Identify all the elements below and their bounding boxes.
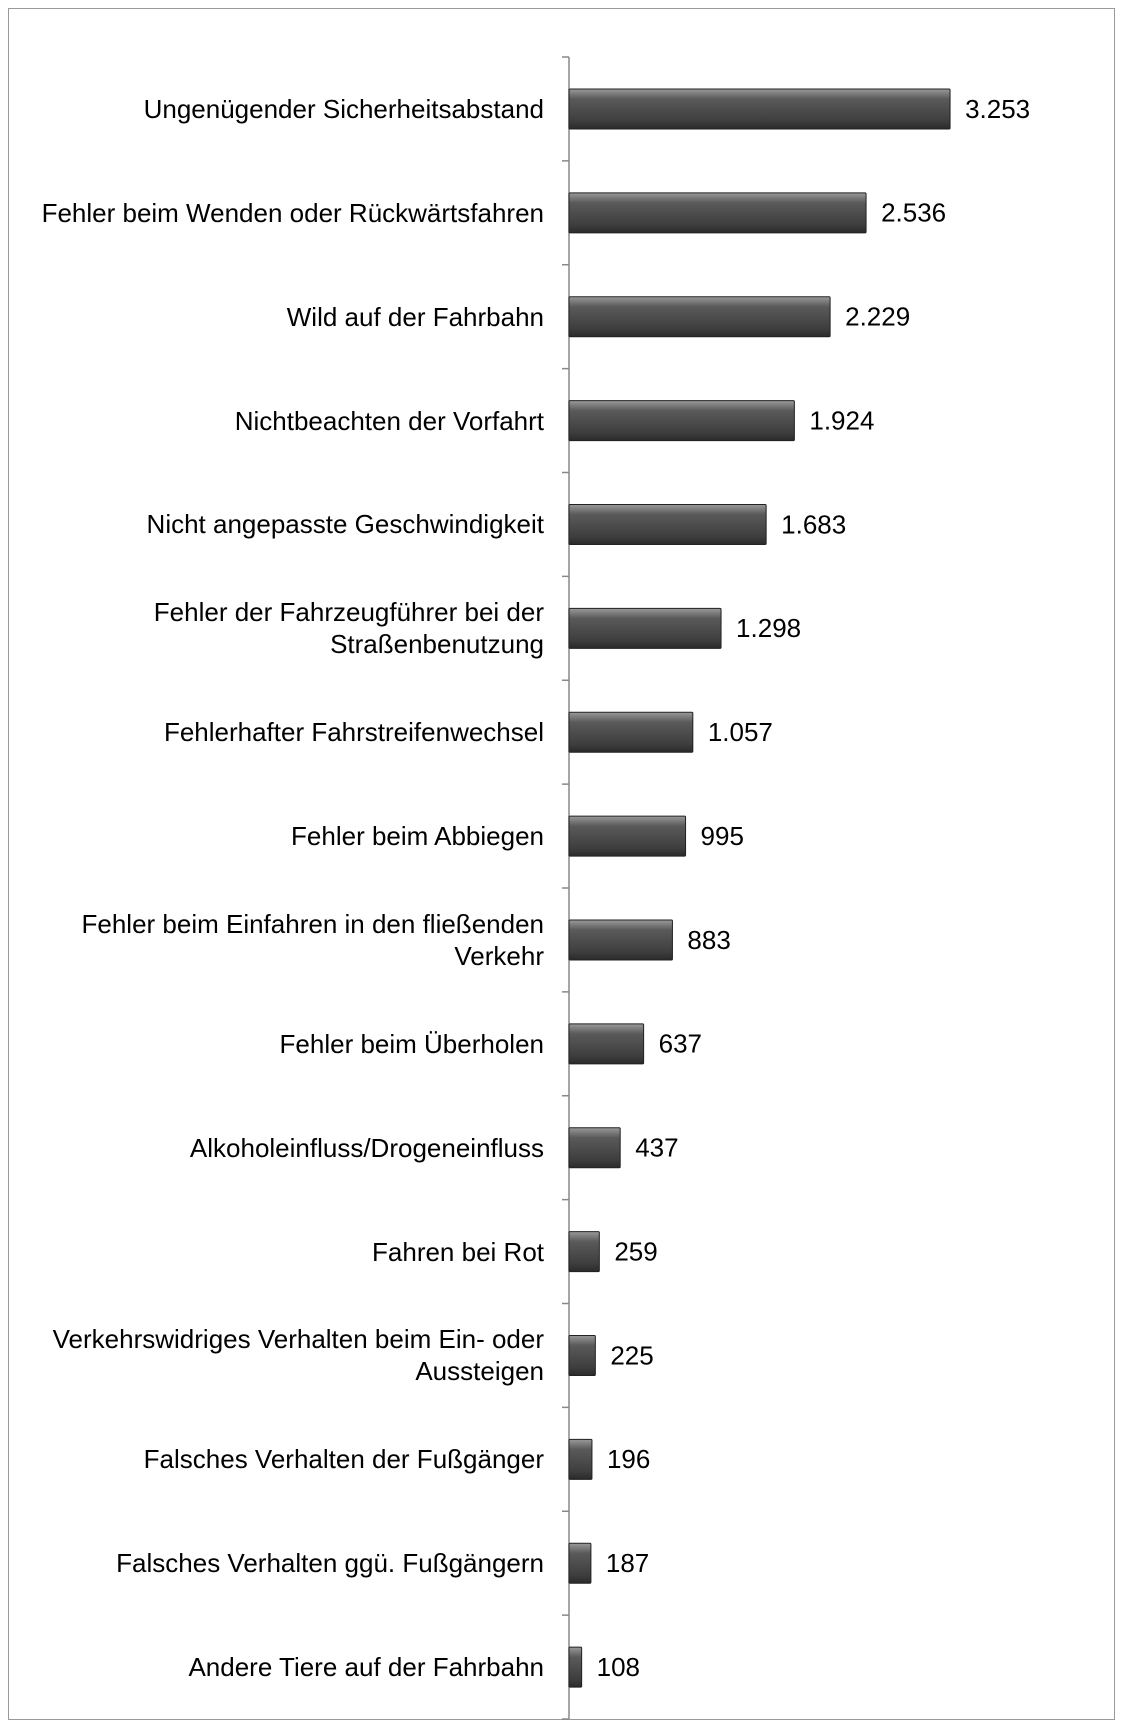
category-label: Wild auf der Fahrbahn: [286, 301, 544, 332]
bar: [568, 192, 867, 234]
chart-frame: [8, 8, 1115, 1720]
category-label: Fehler beim Einfahren in den fließenden …: [81, 908, 544, 971]
bar: [568, 503, 767, 545]
bar: [568, 1127, 621, 1169]
value-label: 2.229: [845, 302, 910, 332]
value-label: 1.683: [781, 509, 846, 539]
bar: [568, 919, 673, 961]
value-label: 108: [597, 1652, 640, 1682]
value-label: 196: [607, 1444, 650, 1474]
category-label: Nichtbeachten der Vorfahrt: [234, 405, 544, 436]
bar: [568, 1438, 593, 1480]
category-label: Ungenügender Sicherheitsabstand: [143, 93, 544, 124]
category-label: Andere Tiere auf der Fahrbahn: [188, 1652, 544, 1683]
category-label: Alkoholeinfluss/Drogeneinfluss: [189, 1132, 544, 1163]
category-label: Verkehrswidriges Verhalten beim Ein- ode…: [52, 1324, 544, 1387]
bar: [568, 400, 795, 442]
bar: [568, 607, 722, 649]
category-label: Falsches Verhalten der Fußgänger: [143, 1444, 544, 1475]
category-label: Fehlerhafter Fahrstreifenwechsel: [163, 717, 544, 748]
bar: [568, 88, 951, 130]
value-label: 3.253: [965, 94, 1030, 124]
bar: [568, 711, 694, 753]
value-label: 2.536: [881, 198, 946, 228]
bar: [568, 815, 687, 857]
category-label: Fehler beim Wenden oder Rückwärtsfahren: [41, 197, 544, 228]
value-label: 187: [606, 1548, 649, 1578]
value-label: 259: [614, 1236, 657, 1266]
value-label: 1.057: [708, 717, 773, 747]
category-label: Fehler beim Abbiegen: [291, 821, 544, 852]
value-label: 637: [659, 1029, 702, 1059]
value-label: 1.924: [809, 405, 874, 435]
bar: [568, 1023, 645, 1065]
category-label: Fehler beim Überholen: [279, 1028, 544, 1059]
bar: [568, 1646, 583, 1688]
bar: [568, 1542, 592, 1584]
category-label: Fehler der Fahrzeugführer bei der Straße…: [153, 597, 544, 660]
value-label: 225: [610, 1340, 653, 1370]
category-label: Falsches Verhalten ggü. Fußgängern: [116, 1548, 544, 1579]
value-label: 883: [687, 925, 730, 955]
value-label: 995: [701, 821, 744, 851]
value-label: 1.298: [736, 613, 801, 643]
category-label: Nicht angepasste Geschwindigkeit: [146, 509, 544, 540]
bar: [568, 296, 831, 338]
bar: [568, 1231, 600, 1273]
category-label: Fahren bei Rot: [372, 1236, 544, 1267]
value-label: 437: [635, 1133, 678, 1163]
bar: [568, 1334, 596, 1376]
